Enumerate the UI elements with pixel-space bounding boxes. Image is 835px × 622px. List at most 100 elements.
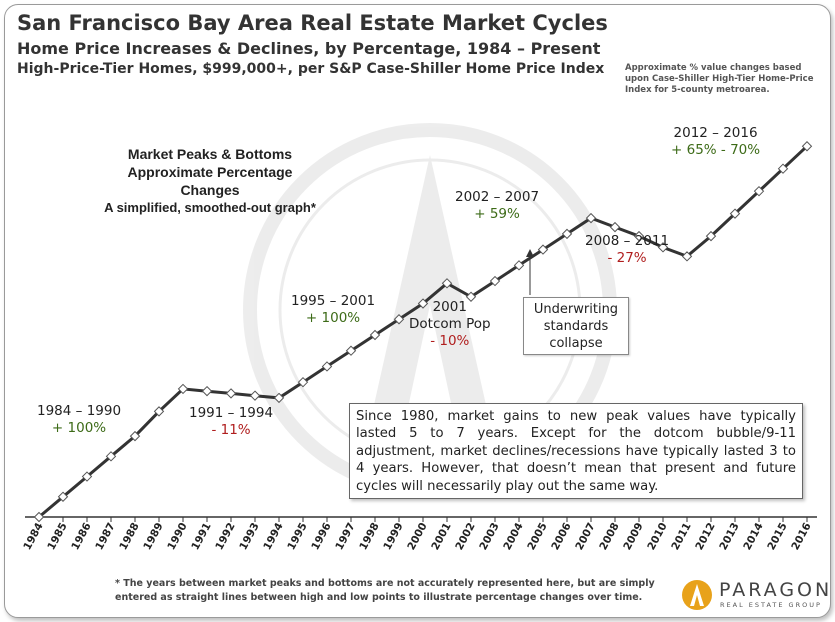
logo-mark-icon [682, 580, 712, 610]
data-point-marker [297, 376, 309, 388]
underwriting-callout: Underwriting standards collapse [523, 297, 629, 355]
data-point-marker [393, 314, 405, 325]
data-point-marker [441, 278, 453, 289]
x-tick-label: 2002 [453, 521, 477, 552]
heading-line-2: Approximate Percentage Changes [127, 164, 293, 198]
data-point-marker [465, 291, 477, 302]
data-point-marker [537, 244, 549, 255]
data-point-marker [681, 251, 693, 262]
x-tick-label: 2010 [645, 521, 669, 552]
data-point-marker [777, 163, 789, 174]
annotation-line-2: Dotcom Pop [409, 316, 491, 332]
annotation-change: - 10% [430, 333, 470, 349]
data-point-marker [705, 230, 717, 242]
data-point-marker [633, 230, 645, 242]
data-point-marker [657, 242, 669, 253]
footnote: * The years between market peaks and bot… [115, 578, 655, 603]
source-note: Approximate % value changes based upon C… [625, 63, 814, 95]
annotation-period: 2012 – 2016 [673, 125, 758, 141]
x-tick-label: 1984 [21, 521, 45, 552]
data-point-marker [801, 141, 813, 152]
chart-subtitle-2: High-Price-Tier Homes, $999,000+, per S&… [17, 61, 605, 77]
x-tick-label: 1995 [285, 521, 309, 552]
x-tick-label: 2013 [717, 521, 741, 552]
x-tick-label: 2001 [429, 521, 453, 552]
data-point-marker [81, 471, 93, 482]
x-tick-label: 1990 [165, 521, 189, 552]
data-point-marker [105, 451, 117, 462]
data-point-marker [153, 406, 165, 417]
x-tick-label: 2016 [789, 521, 813, 552]
logo-name: PARAGON [719, 579, 831, 601]
x-tick-label: 1998 [357, 521, 381, 552]
annotation-period: 2008 – 2011 [585, 233, 670, 249]
data-point-marker [321, 361, 333, 372]
data-point-marker [753, 185, 765, 197]
info-textbox: Since 1980, market gains to new peak val… [349, 403, 803, 499]
data-point-marker [513, 260, 525, 271]
annotation-period: 1991 – 1994 [189, 405, 274, 421]
chart-frame: San Francisco Bay Area Real Estate Marke… [4, 4, 831, 618]
heading-line-1: Market Peaks & Bottoms [127, 146, 293, 162]
callout-line-3: collapse [549, 336, 603, 351]
x-tick-label: 1997 [333, 521, 357, 552]
annotation-2002-2007: 2002 – 2007 + 59% [455, 189, 539, 223]
x-tick-label: 1992 [213, 521, 237, 552]
data-point-marker [57, 491, 69, 502]
callout-line-1: Underwriting [533, 302, 619, 317]
callout-line-2: standards [543, 319, 609, 334]
chart-heading: Market Peaks & Bottoms Approximate Perce… [100, 145, 320, 217]
logo-tagline: REAL ESTATE GROUP [720, 601, 822, 609]
x-tick-label: 1985 [45, 521, 69, 552]
data-point-marker [609, 221, 621, 233]
x-tick-label: 1986 [69, 521, 93, 552]
paragon-logo: PARAGON REAL ESTATE GROUP [681, 577, 831, 613]
x-tick-label: 1993 [237, 521, 261, 552]
data-point-marker [273, 392, 285, 404]
x-tick-label: 1991 [189, 521, 213, 552]
underwriting-arrowhead [526, 249, 534, 257]
annotation-change: + 65% - 70% [671, 142, 761, 158]
x-tick-label: 2003 [477, 521, 501, 552]
data-point-marker [225, 388, 237, 399]
data-point-marker [561, 228, 573, 240]
annotation-2012-2016: 2012 – 2016 + 65% - 70% [671, 125, 760, 159]
line-chart: 1984 1985 1986 1987 1988 1989 1990 1991 1992 1993… [21, 141, 817, 552]
annotation-1991-1994: 1991 – 1994 - 11% [189, 405, 273, 439]
annotation-period: 1995 – 2001 [291, 293, 376, 309]
annotation-1984-1990: 1984 – 1990 + 100% [37, 403, 121, 437]
x-tick-label: 2015 [765, 521, 789, 552]
data-point-marker [33, 511, 45, 523]
x-tick-label: 2007 [573, 521, 597, 552]
annotation-change: - 27% [607, 250, 647, 266]
annotation-change: - 11% [211, 422, 251, 438]
data-point-marker [201, 385, 213, 397]
x-tick-label: 2004 [501, 521, 525, 552]
x-tick-label: 1988 [117, 521, 141, 552]
annotation-change: + 59% [474, 206, 520, 222]
annotation-1995-2001: 1995 – 2001 + 100% [291, 293, 375, 327]
x-tick-label: 2005 [525, 521, 549, 552]
x-tick-label: 2000 [405, 521, 429, 552]
x-tick-label: 2006 [549, 521, 573, 552]
data-point-marker [369, 329, 381, 341]
data-point-marker [417, 298, 429, 309]
annotation-2008-2011: 2008 – 2011 - 27% [585, 233, 669, 267]
data-point-marker [177, 383, 189, 395]
annotation-period: 1984 – 1990 [37, 403, 122, 419]
x-tick-label: 2011 [669, 521, 693, 552]
annotation-line-1: 2001 [432, 299, 467, 315]
x-tick-label: 2008 [597, 521, 621, 552]
x-tick-label: 1999 [381, 521, 405, 552]
annotation-2001-dotcom: 2001 Dotcom Pop - 10% [409, 299, 491, 350]
chart-title: San Francisco Bay Area Real Estate Marke… [17, 11, 608, 35]
x-tick-label: 2012 [693, 521, 717, 552]
heading-line-3: A simplified, smoothed-out graph* [104, 200, 316, 215]
data-point-marker [729, 208, 741, 219]
x-tick-label: 1989 [141, 521, 165, 552]
data-point-marker [489, 275, 501, 287]
annotation-change: + 100% [51, 420, 107, 436]
x-tick-label: 2009 [621, 521, 645, 552]
annotation-period: 2002 – 2007 [455, 189, 540, 205]
data-point-marker [585, 212, 597, 224]
